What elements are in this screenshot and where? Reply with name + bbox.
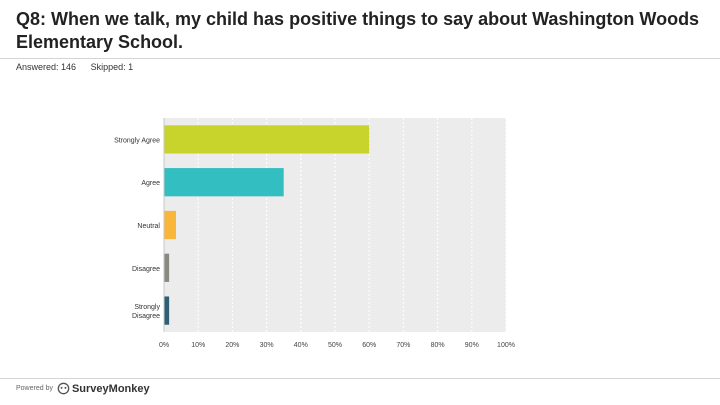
bar-strongly-disagree: [164, 296, 170, 325]
footer: Powered by SurveyMonkey: [16, 382, 150, 395]
x-tick-label: 60%: [362, 342, 376, 349]
response-stats: Answered: 146 Skipped: 1: [16, 62, 145, 72]
bar-disagree: [164, 253, 170, 282]
category-label: Disagree: [132, 266, 160, 273]
question-title: Q8: When we talk, my child has positive …: [16, 9, 700, 52]
plot-background: [164, 118, 506, 332]
x-tick-label: 80%: [431, 342, 445, 349]
x-tick-label: 100%: [497, 342, 515, 349]
x-tick-label: 90%: [465, 342, 479, 349]
title-divider: [0, 58, 720, 59]
bar-agree: [164, 168, 284, 197]
x-tick-label: 10%: [191, 342, 205, 349]
bar-strongly-agree: [164, 125, 370, 154]
x-tick-label: 20%: [225, 342, 239, 349]
x-tick-label: 50%: [328, 342, 342, 349]
x-tick-label: 30%: [260, 342, 274, 349]
answered-count: Answered: 146: [16, 62, 77, 72]
skipped-count: Skipped: 1: [90, 62, 134, 72]
surveymonkey-logo-icon: [57, 382, 70, 395]
powered-by-label: Powered by: [16, 385, 53, 392]
surveymonkey-brand: SurveyMonkey: [71, 382, 150, 395]
bar-neutral: [164, 210, 176, 240]
category-label: Strongly Agree: [114, 137, 160, 144]
x-tick-label: 0%: [159, 342, 169, 349]
x-tick-label: 70%: [396, 342, 410, 349]
category-label: Neutral: [137, 223, 160, 230]
category-label: Strongly Disagree: [132, 304, 161, 320]
footer-divider: [0, 378, 720, 379]
x-tick-label: 40%: [294, 342, 308, 349]
category-label: Agree: [141, 180, 160, 187]
